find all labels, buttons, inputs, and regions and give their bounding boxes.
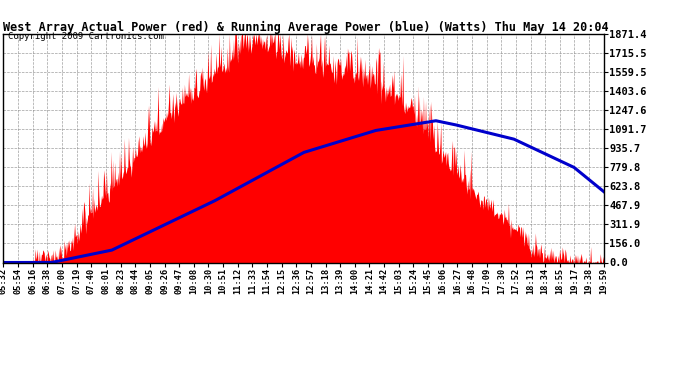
Text: Copyright 2009 Cartronics.com: Copyright 2009 Cartronics.com — [8, 32, 164, 41]
Text: West Array Actual Power (red) & Running Average Power (blue) (Watts) Thu May 14 : West Array Actual Power (red) & Running … — [3, 21, 609, 34]
